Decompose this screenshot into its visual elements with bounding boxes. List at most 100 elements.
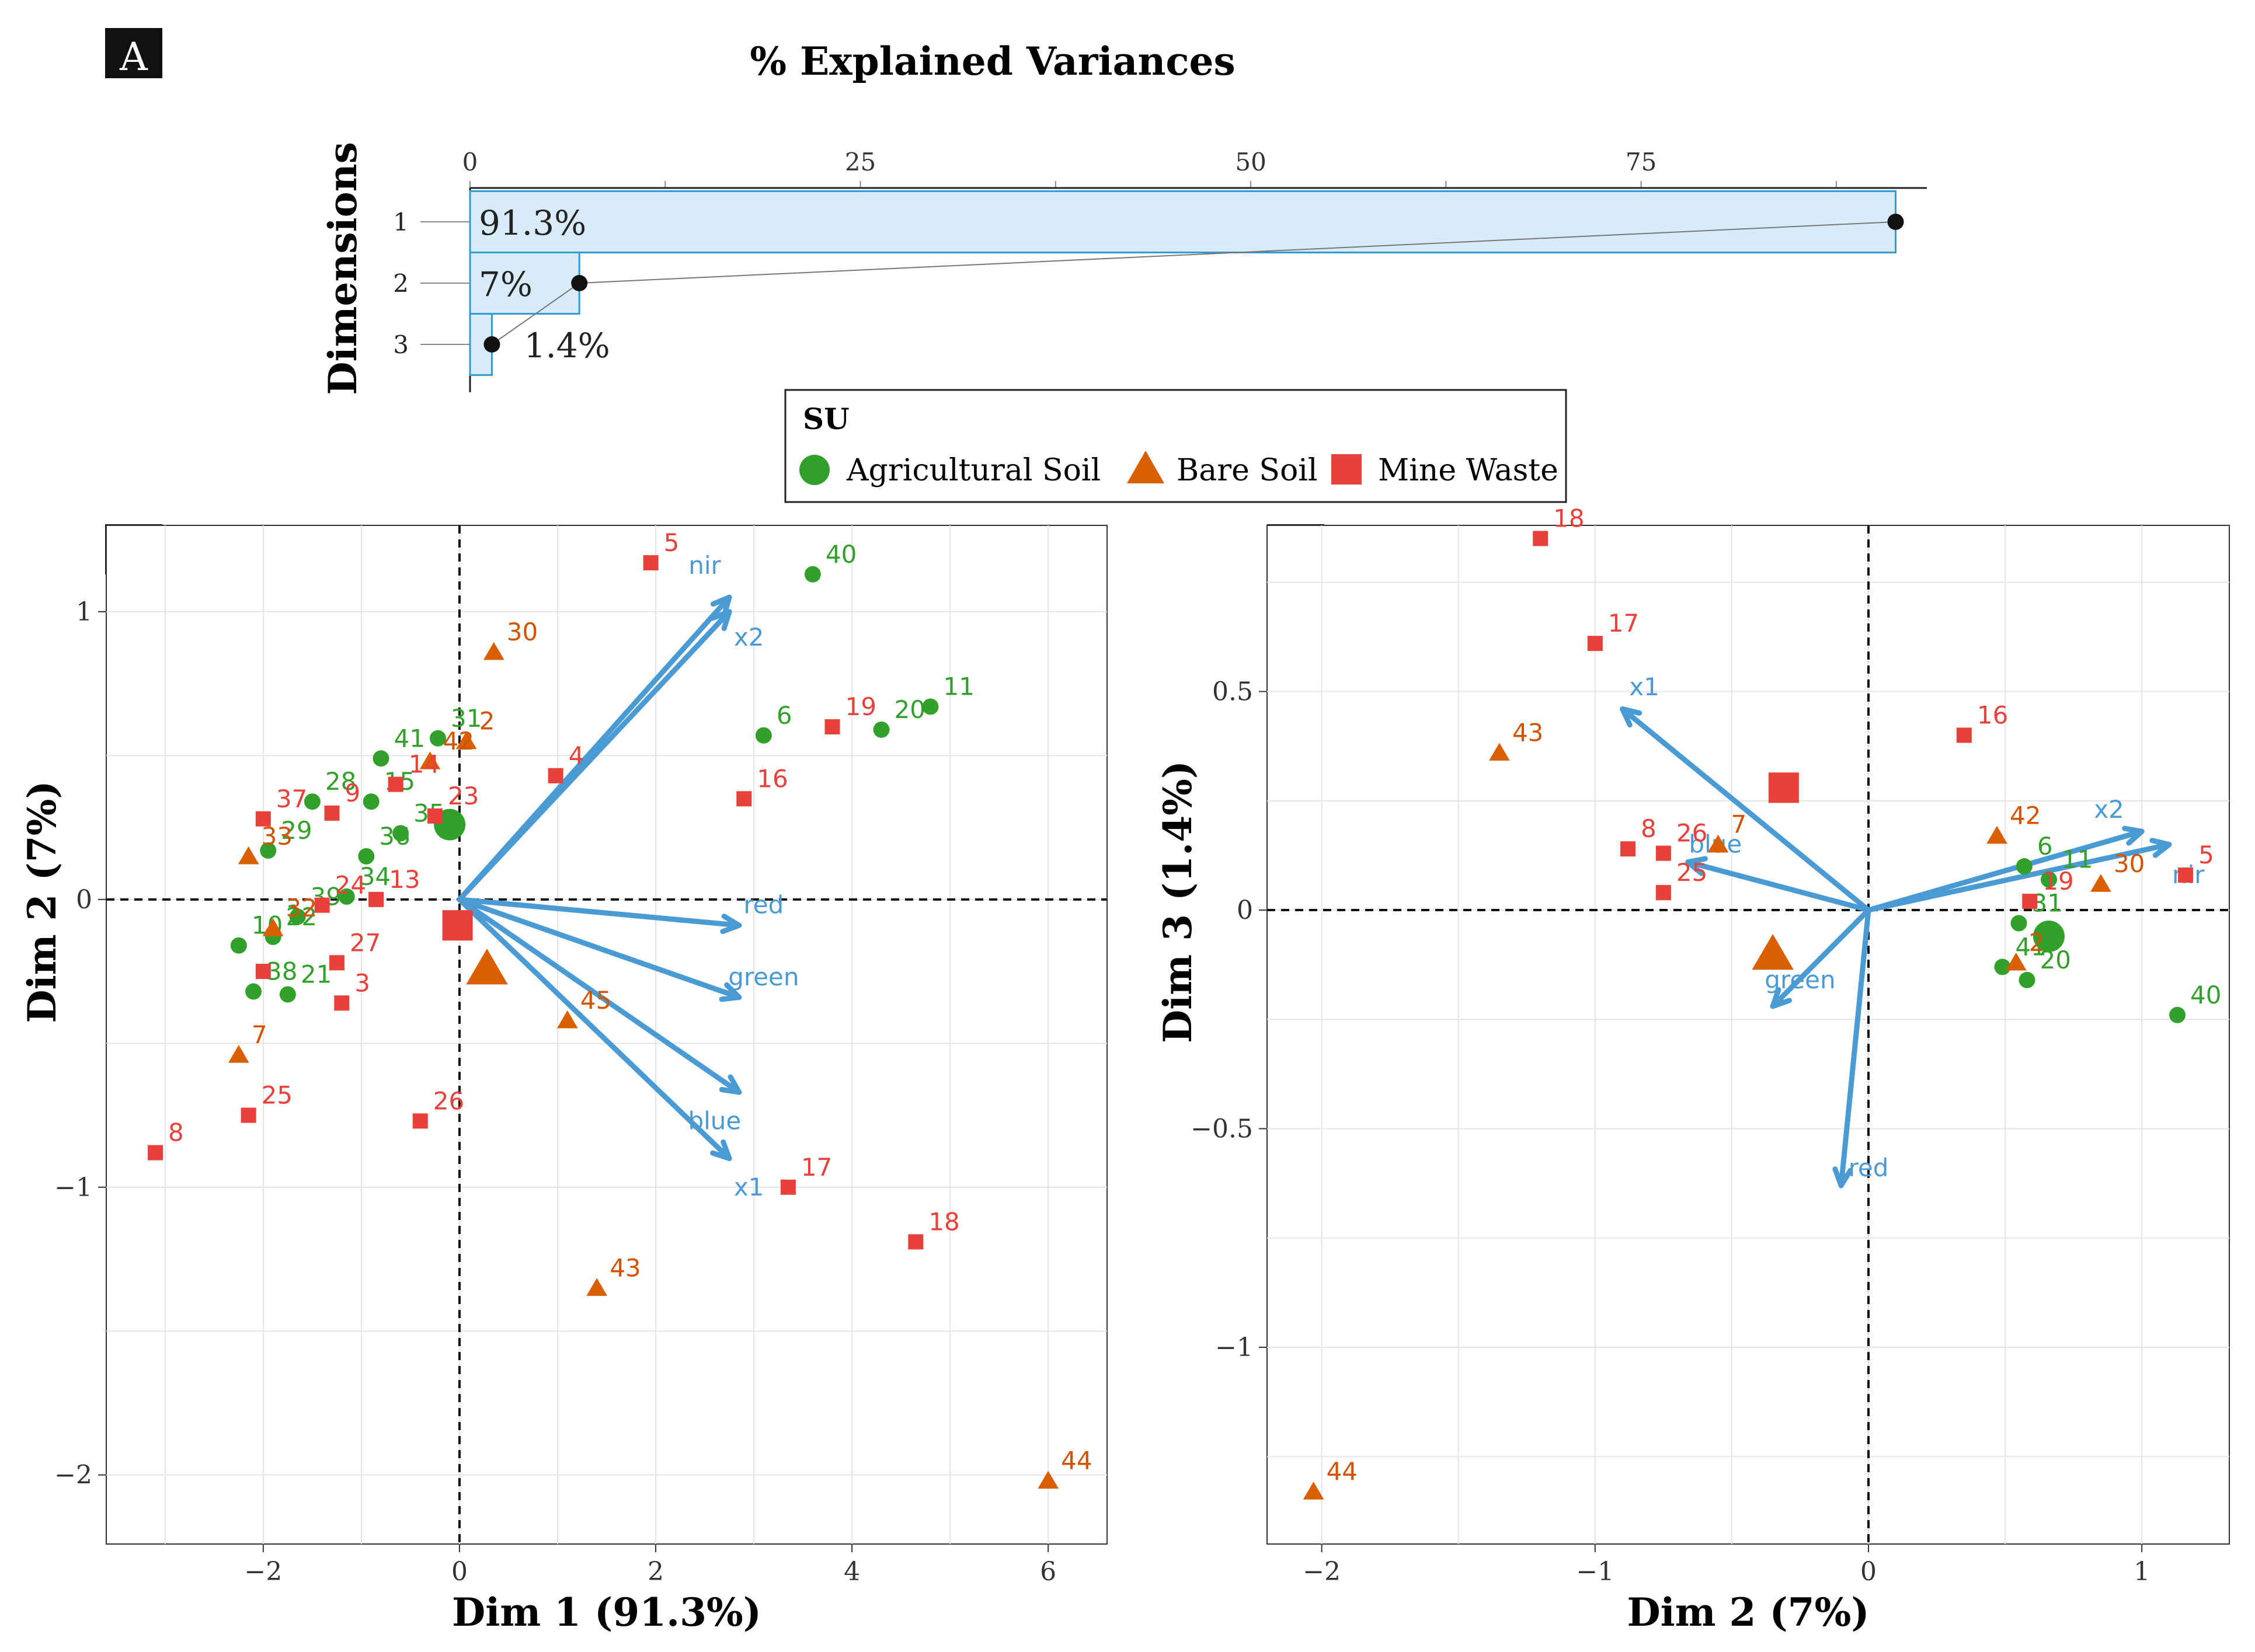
point-mine-waste — [1655, 885, 1671, 901]
point-mine-waste — [314, 897, 330, 913]
loading-arrow-head — [1770, 987, 1792, 1009]
point-mine-waste — [324, 805, 340, 821]
loading-arrow-head — [1832, 1166, 1853, 1189]
point-label: 40 — [2190, 981, 2221, 1009]
point-label: 34 — [360, 862, 391, 891]
point-bare-soil — [1707, 834, 1729, 853]
point-label: 9 — [344, 779, 360, 807]
scree-title: % Explained Variances — [750, 39, 1235, 84]
point-mine-waste — [780, 1179, 796, 1195]
point-agricultural-soil — [245, 983, 262, 1000]
point-label: 7 — [1731, 810, 1747, 839]
loading-arrow — [1620, 706, 1871, 913]
point-agricultural-soil — [2019, 971, 2035, 988]
point-label: 16 — [1977, 700, 2008, 729]
loading-arrow-label: x2 — [734, 623, 764, 651]
x-tick-label: −2 — [1303, 1557, 1341, 1587]
point-label: 25 — [262, 1081, 293, 1110]
scree-xtick-label: 50 — [1235, 148, 1266, 176]
point-agricultural-soil — [2010, 915, 2027, 932]
point-label: 19 — [2042, 867, 2073, 895]
point-bare-soil — [586, 1278, 608, 1296]
point-label: 21 — [301, 960, 332, 988]
point-mine-waste — [1587, 636, 1603, 651]
point-agricultural-soil — [358, 848, 375, 865]
point-bare-soil — [1986, 825, 2007, 844]
point-label: 18 — [1553, 504, 1584, 532]
point-agricultural-soil — [230, 937, 247, 954]
panel-a-badge — [105, 28, 162, 78]
point-mine-waste — [334, 995, 350, 1011]
legend-agri-label: Agricultural Soil — [846, 453, 1101, 488]
x-tick-label: 6 — [1040, 1557, 1056, 1587]
point-label: 37 — [276, 785, 307, 813]
x-tick-label: −1 — [1576, 1557, 1614, 1587]
point-agricultural-soil — [429, 730, 446, 747]
point-mine-waste — [2022, 894, 2038, 909]
y-tick-label: −1 — [54, 1173, 92, 1203]
loading-arrow-head — [2122, 825, 2145, 846]
loading-arrow — [1866, 842, 2172, 913]
scree-point — [483, 336, 500, 353]
loading-arrow — [457, 609, 732, 902]
point-mine-waste — [388, 776, 403, 792]
loading-arrow-head — [1620, 706, 1642, 728]
point-mine-waste — [255, 964, 271, 980]
point-label: 13 — [389, 865, 420, 894]
point-label: 23 — [448, 782, 479, 810]
scree-ylabel: Dimensions — [320, 142, 366, 395]
y-tick-label: 0 — [1237, 895, 1253, 925]
point-label: 14 — [409, 750, 440, 779]
x-tick-label: 1 — [2134, 1557, 2150, 1587]
scree-xtick-label: 25 — [845, 148, 876, 176]
loading-arrow — [1685, 859, 1871, 913]
point-mine-waste — [241, 1107, 256, 1123]
point-mine-waste — [1655, 845, 1671, 861]
loading-arrow-label: red — [743, 891, 784, 919]
point-label: 30 — [2114, 849, 2145, 878]
point-label: 8 — [168, 1118, 184, 1147]
point-mine-waste — [255, 811, 271, 827]
point-mine-waste — [368, 891, 384, 907]
loading-arrow — [457, 897, 742, 928]
point-label: 5 — [2198, 841, 2214, 869]
point-label: 43 — [1512, 718, 1543, 747]
loading-arrow-label: red — [1849, 1153, 1889, 1182]
point-label: 28 — [325, 767, 356, 796]
point-bare-soil — [262, 918, 284, 936]
centroid-mine-waste — [1768, 772, 1799, 803]
scree-bar — [469, 252, 580, 315]
point-label: 17 — [1608, 609, 1639, 637]
point-mine-waste — [1533, 531, 1548, 546]
x-tick-label: 2 — [648, 1557, 664, 1587]
point-label: 11 — [2062, 845, 2093, 874]
point-bare-soil — [1489, 743, 1510, 761]
y-tick-label: 0.5 — [1212, 677, 1253, 707]
point-mine-waste — [412, 1113, 428, 1129]
point-label: 8 — [1641, 814, 1657, 843]
point-mine-waste — [908, 1234, 924, 1250]
point-label: 32 — [286, 894, 317, 922]
loading-arrow — [1770, 907, 1871, 1009]
point-agricultural-soil — [873, 721, 890, 738]
scree-xtick-label: 0 — [462, 148, 478, 176]
point-bare-soil — [1038, 1470, 1059, 1489]
x-tick-label: 0 — [451, 1557, 468, 1587]
loading-arrow — [457, 897, 732, 1161]
point-agricultural-soil — [289, 908, 306, 925]
point-label: 20 — [895, 695, 925, 724]
scree-value-label: 1.4% — [524, 326, 610, 365]
x-tick-label: −2 — [244, 1557, 282, 1587]
point-mine-waste — [643, 555, 659, 571]
point-agricultural-soil — [338, 888, 355, 905]
point-bare-soil — [419, 751, 441, 769]
loading-arrow-head — [719, 1074, 742, 1095]
point-label: 42 — [2010, 801, 2041, 830]
point-agricultural-soil — [1994, 959, 2011, 975]
loading-arrow — [1866, 828, 2145, 913]
point-label: 16 — [757, 764, 788, 793]
point-agricultural-soil — [279, 986, 296, 1003]
point-mine-waste — [427, 808, 443, 824]
scree-value-label: 7% — [479, 264, 533, 304]
